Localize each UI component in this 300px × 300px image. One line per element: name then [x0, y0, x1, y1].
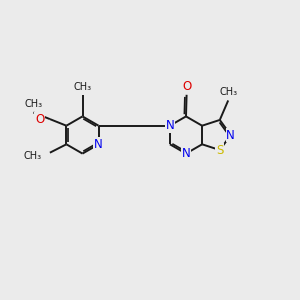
Text: N: N	[226, 128, 235, 142]
Text: O: O	[35, 112, 44, 126]
Text: CH₃: CH₃	[24, 99, 43, 109]
Text: N: N	[94, 138, 103, 151]
Text: CH₃: CH₃	[74, 82, 92, 92]
Text: N: N	[166, 119, 174, 132]
Text: N: N	[182, 147, 190, 160]
Text: CH₃: CH₃	[23, 151, 41, 161]
Text: O: O	[182, 80, 191, 93]
Text: S: S	[216, 143, 224, 157]
Text: CH₃: CH₃	[219, 87, 237, 97]
